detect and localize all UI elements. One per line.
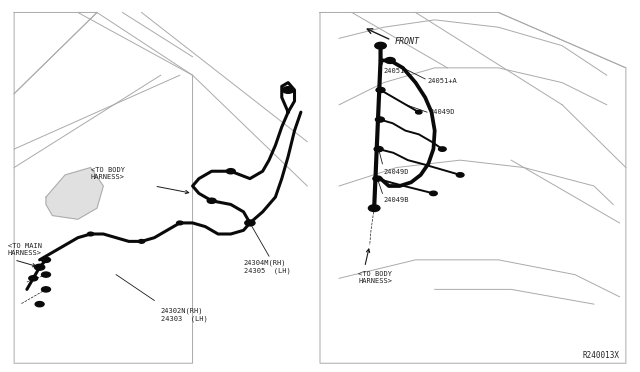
Text: 24302N(RH)
24303  (LH): 24302N(RH) 24303 (LH): [161, 308, 207, 323]
Circle shape: [42, 287, 51, 292]
Circle shape: [29, 276, 38, 281]
Circle shape: [376, 117, 385, 122]
Polygon shape: [46, 167, 103, 219]
Circle shape: [35, 264, 45, 270]
Circle shape: [369, 205, 380, 211]
Circle shape: [42, 272, 51, 277]
Text: 24051: 24051: [384, 68, 405, 74]
Circle shape: [374, 147, 383, 152]
Circle shape: [415, 110, 422, 114]
Circle shape: [375, 42, 387, 49]
Text: R240013X: R240013X: [582, 350, 620, 359]
Text: 24049D: 24049D: [429, 109, 455, 115]
Circle shape: [177, 221, 183, 225]
Text: <TO BODY
HARNESS>: <TO BODY HARNESS>: [358, 271, 392, 284]
Circle shape: [385, 58, 395, 63]
Circle shape: [245, 220, 255, 226]
Circle shape: [35, 302, 44, 307]
Circle shape: [42, 257, 51, 262]
Circle shape: [438, 147, 446, 151]
Circle shape: [456, 173, 464, 177]
Text: 24304M(RH)
24305  (LH): 24304M(RH) 24305 (LH): [244, 260, 291, 274]
Circle shape: [227, 169, 236, 174]
Text: FRONT: FRONT: [394, 37, 420, 46]
Circle shape: [207, 198, 216, 203]
Circle shape: [138, 240, 145, 243]
Circle shape: [282, 87, 294, 93]
Text: 24049D: 24049D: [384, 169, 409, 175]
Circle shape: [88, 232, 94, 236]
Text: <TO BODY
HARNESS>: <TO BODY HARNESS>: [91, 167, 125, 180]
Text: 24049B: 24049B: [384, 197, 409, 203]
Circle shape: [373, 176, 382, 181]
Circle shape: [429, 191, 437, 196]
Circle shape: [376, 87, 385, 93]
Text: <TO MAIN
HARNESS>: <TO MAIN HARNESS>: [8, 243, 42, 256]
Text: 24051+A: 24051+A: [427, 78, 457, 84]
